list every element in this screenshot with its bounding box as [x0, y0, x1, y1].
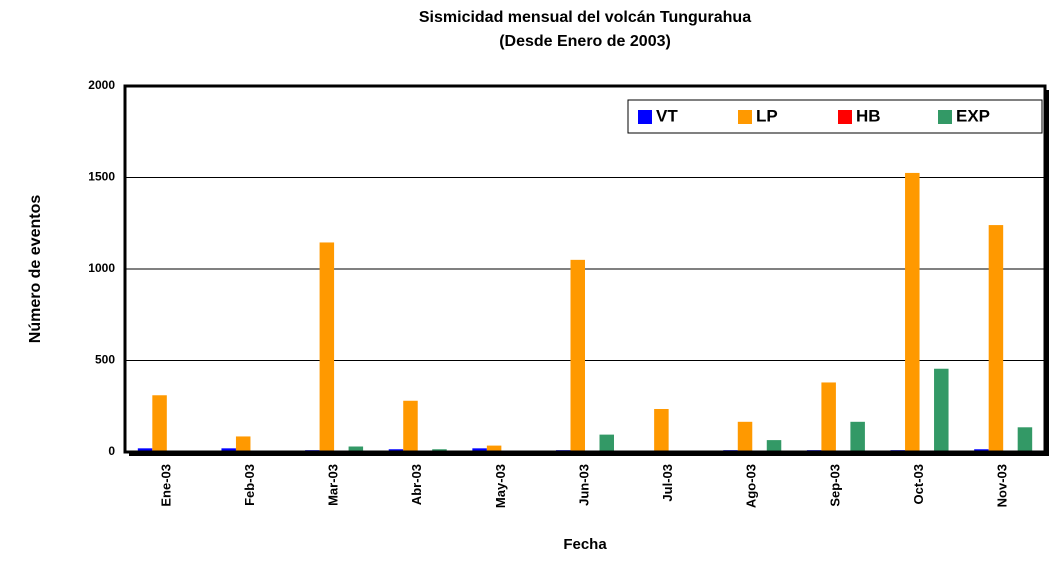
- legend-label: EXP: [956, 106, 990, 125]
- bar: [599, 434, 614, 452]
- bar: [472, 448, 487, 452]
- legend-label: LP: [756, 106, 778, 125]
- legend-label: VT: [656, 106, 678, 125]
- bar: [403, 400, 418, 452]
- y-tick-label: 2000: [88, 78, 115, 92]
- chart-title: Sismicidad mensual del volcán Tungurahua: [419, 9, 751, 26]
- x-tick-label: Ago-03: [744, 464, 759, 508]
- bar: [221, 448, 236, 452]
- bar: [570, 259, 585, 452]
- x-tick-label: May-03: [493, 464, 508, 508]
- bar: [137, 448, 153, 452]
- x-tick-label: Feb-03: [242, 464, 257, 506]
- y-tick-label: 500: [95, 353, 115, 367]
- chart-subtitle: (Desde Enero de 2003): [499, 33, 671, 50]
- legend-swatch: [638, 110, 652, 124]
- bar: [348, 446, 364, 452]
- bar: [905, 172, 920, 453]
- x-axis-label: Fecha: [563, 536, 607, 553]
- x-tick-label: Nov-03: [995, 464, 1010, 507]
- bar: [152, 395, 167, 452]
- x-tick-label: Abr-03: [409, 464, 424, 505]
- bar: [850, 421, 865, 452]
- plot-border: [123, 84, 1047, 454]
- bar: [486, 445, 502, 452]
- y-tick-label: 1000: [88, 261, 115, 275]
- x-tick-label: Jul-03: [660, 464, 675, 502]
- bar: [654, 408, 669, 452]
- legend-label: HB: [856, 106, 881, 125]
- legend-swatch: [938, 110, 952, 124]
- bar: [766, 440, 782, 452]
- y-tick-label: 0: [108, 444, 115, 458]
- y-axis-label: Número de eventos: [27, 195, 44, 344]
- x-tick-label: Oct-03: [911, 464, 926, 504]
- legend-box: [627, 99, 1043, 134]
- y-tick-label: 1500: [88, 170, 115, 184]
- bar: [319, 242, 335, 452]
- bar: [737, 421, 753, 452]
- x-tick-label: Jun-03: [576, 464, 591, 506]
- legend-swatch: [838, 110, 852, 124]
- bar: [821, 382, 836, 452]
- x-tick-label: Sep-03: [827, 464, 842, 507]
- bar: [988, 225, 1004, 452]
- x-tick-label: Mar-03: [326, 464, 341, 506]
- bar: [235, 436, 251, 452]
- bar: [1017, 427, 1033, 452]
- bar: [934, 368, 949, 452]
- x-tick-label: Ene-03: [158, 464, 173, 507]
- legend-swatch: [738, 110, 752, 124]
